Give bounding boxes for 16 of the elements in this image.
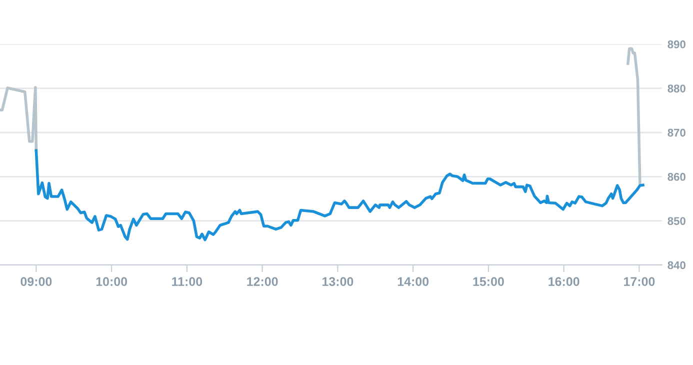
x-tick-label: 13:00 xyxy=(322,277,354,286)
y-tick-label: 880 xyxy=(668,84,686,92)
x-tick-label: 16:00 xyxy=(548,277,580,286)
x-tick-label: 11:00 xyxy=(172,277,202,286)
y-tick-label: 870 xyxy=(668,128,686,137)
x-tick-label: 09:00 xyxy=(20,277,52,286)
x-tick-label: 14:00 xyxy=(398,277,429,286)
x-tick-label: 15:00 xyxy=(473,277,504,286)
line-series xyxy=(34,149,644,242)
y-tick-label: 850 xyxy=(668,217,686,225)
x-tick-label: 12:00 xyxy=(247,277,278,286)
y-tick-label: 890 xyxy=(668,40,686,48)
y-tick-label: 860 xyxy=(668,172,686,181)
x-tick-label: 17:00 xyxy=(624,277,655,286)
y-tick-label: 840 xyxy=(668,261,686,270)
x-tick-label: 10:00 xyxy=(96,277,128,286)
